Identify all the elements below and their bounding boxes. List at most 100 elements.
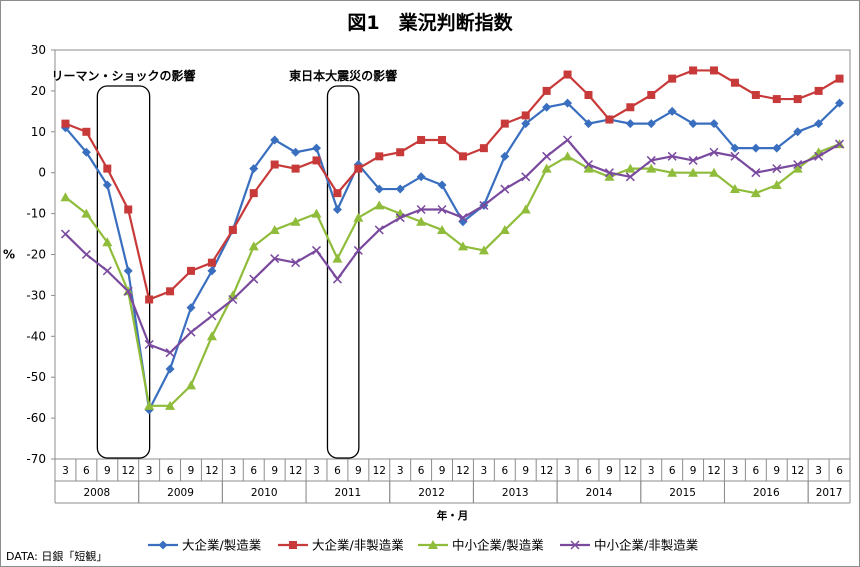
y-tick-label: -30 [26, 288, 46, 302]
data-point [312, 156, 321, 165]
y-tick-label: -40 [26, 329, 46, 343]
x-year-label: 2012 [418, 487, 445, 499]
data-point [311, 245, 322, 255]
data-point [269, 224, 280, 234]
legend-item-4: 中小企業/非製造業 [560, 538, 699, 553]
data-point [541, 163, 552, 173]
x-tick-label: 9 [271, 465, 278, 477]
data-point [291, 164, 300, 173]
marker-stroke [667, 151, 677, 161]
data-point [835, 98, 845, 108]
data-point [144, 400, 155, 410]
data-point [395, 213, 405, 223]
data-point [375, 152, 384, 161]
x-axis-label: 年・月 [437, 509, 469, 522]
data-point [102, 266, 112, 276]
legend-item-2: 大企業/非製造業 [278, 538, 404, 553]
marker-stroke [311, 245, 322, 255]
data-point [814, 119, 824, 129]
data-point [186, 327, 196, 337]
annotation-layer: リーマン・ショックの影響 東日本大震災の影響 [51, 68, 397, 459]
legend-marker [289, 541, 297, 549]
marker-stroke [625, 172, 635, 182]
data-point [667, 151, 677, 161]
marker-stroke [688, 155, 698, 165]
data-point [185, 380, 196, 390]
data-point [520, 204, 531, 214]
data-point [583, 159, 594, 170]
marker-stroke [353, 245, 363, 255]
data-point [479, 200, 489, 210]
series-4 [60, 135, 845, 358]
data-point [604, 171, 615, 181]
data-point [438, 135, 447, 144]
y-tick-label: 0 [38, 166, 46, 180]
data-point [270, 160, 279, 169]
data-point [249, 189, 258, 198]
data-point [730, 143, 740, 153]
data-point [499, 224, 510, 234]
data-point [625, 172, 635, 182]
x-tick-label: 6 [753, 465, 760, 477]
data-point [332, 205, 342, 215]
x-tick-label: 6 [167, 465, 174, 477]
legend-label: 大企業/製造業 [182, 538, 262, 553]
data-point [668, 74, 677, 83]
legend-label: 中小企業/製造業 [452, 538, 544, 553]
data-point [625, 119, 635, 129]
legend-marker [428, 540, 438, 549]
x-tick-label: 3 [815, 465, 822, 477]
data-point [730, 151, 740, 161]
data-point [688, 167, 699, 177]
x-tick-label: 9 [606, 465, 613, 477]
series-line [64, 143, 840, 407]
data-point [689, 66, 698, 75]
marker-stroke [228, 294, 238, 305]
x-tick-label: 9 [188, 465, 195, 477]
marker-stroke [395, 213, 405, 223]
data-point [814, 86, 823, 95]
annotation-label: 東日本大震災の影響 [289, 68, 397, 83]
data-point [165, 364, 175, 374]
marker-stroke [102, 266, 112, 276]
data-point [478, 245, 489, 255]
marker-stroke [249, 274, 259, 284]
series-1 [60, 98, 845, 415]
data-point [374, 184, 384, 194]
marker-stroke [458, 213, 468, 223]
marker-stroke [123, 286, 133, 296]
x-tick-label: 6 [669, 465, 676, 477]
marker-stroke [646, 155, 656, 165]
marker-stroke [81, 249, 91, 260]
data-point [165, 400, 176, 410]
data-point [521, 111, 530, 120]
source-note: DATA: 日銀「短観」 [6, 550, 108, 563]
marker-stroke [374, 225, 384, 235]
data-point [730, 78, 739, 87]
data-point [312, 143, 322, 153]
annotation-box [96, 85, 151, 459]
x-tick-label: 6 [83, 465, 90, 477]
x-year-label: 2013 [502, 487, 529, 499]
y-tick-label: 20 [31, 84, 46, 98]
data-point [542, 102, 552, 112]
marker-stroke [772, 164, 782, 174]
data-point [604, 168, 614, 178]
data-point [103, 164, 112, 173]
data-point [437, 204, 447, 215]
x-year-label: 2014 [586, 487, 613, 499]
data-point [249, 164, 259, 174]
data-point [437, 180, 447, 190]
data-point [500, 184, 510, 194]
marker-stroke [542, 151, 552, 161]
data-point [688, 119, 698, 129]
marker-stroke [291, 258, 301, 268]
marker-stroke [563, 135, 573, 145]
data-point [563, 70, 572, 79]
data-point [835, 139, 845, 149]
x-year-label: 2010 [251, 487, 278, 499]
x-tick-label: 9 [690, 465, 697, 477]
x-year-label: 2009 [167, 487, 194, 499]
y-tick-label: -20 [26, 248, 46, 262]
data-point [124, 205, 133, 214]
